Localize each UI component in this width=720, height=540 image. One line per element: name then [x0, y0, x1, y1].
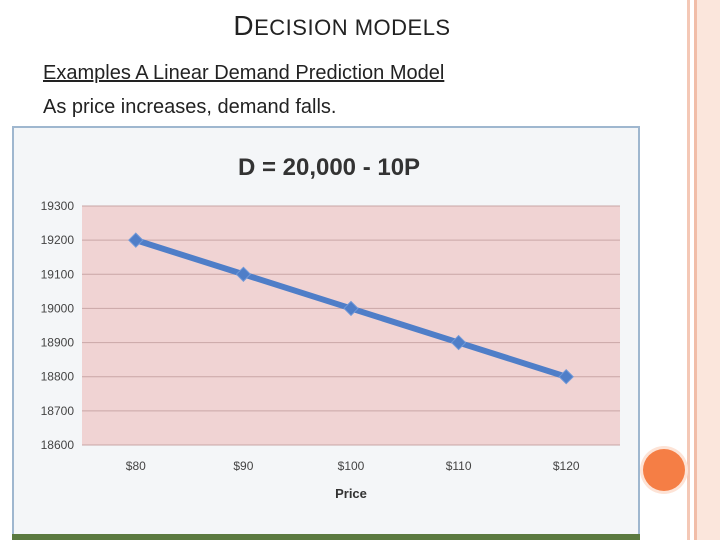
- x-axis-ticks: $80 $90 $100 $110 $120: [126, 459, 580, 473]
- y-tick-label: 19200: [41, 233, 75, 247]
- y-axis-ticks: 19300 19200 19100 19000 18900 18800 18700 18600: [41, 199, 75, 452]
- x-tick-label: $80: [126, 459, 146, 473]
- example-description: As price increases, demand falls.: [43, 96, 337, 118]
- data-point: [235, 266, 252, 282]
- plot-area: [82, 206, 620, 445]
- data-point: [450, 334, 467, 351]
- x-tick-label: $120: [553, 459, 580, 473]
- demand-line-chart: D = 20,000 - 10P 19300 19200 19100 19000 189…: [41, 154, 620, 501]
- y-tick-label: 18600: [41, 438, 75, 452]
- x-axis-label: Price: [335, 486, 367, 501]
- data-point: [128, 232, 144, 248]
- x-tick-label: $90: [233, 459, 253, 473]
- data-point: [558, 369, 574, 385]
- y-tick-label: 18900: [41, 336, 75, 350]
- chart-bottom-bar: [12, 534, 640, 540]
- chart-title: D = 20,000 - 10P: [238, 154, 420, 181]
- chart-panel: D = 20,000 - 10P 19300 19200 19100 19000 189…: [12, 126, 640, 536]
- y-tick-label: 18800: [41, 370, 75, 384]
- y-tick-label: 19100: [41, 267, 75, 281]
- y-tick-label: 19300: [41, 199, 75, 213]
- y-tick-label: 19000: [41, 301, 75, 315]
- example-heading: Examples A Linear Demand Prediction Mode…: [43, 62, 445, 84]
- series-group: [128, 232, 574, 385]
- x-tick-label: $100: [338, 459, 365, 473]
- slide-title: Decision models: [233, 10, 451, 41]
- slide-border-decoration: [684, 0, 720, 540]
- accent-circle: [643, 449, 685, 491]
- y-tick-label: 18700: [41, 404, 75, 418]
- x-tick-label: $110: [446, 459, 472, 473]
- gridlines: [82, 205, 620, 446]
- data-point: [343, 300, 359, 317]
